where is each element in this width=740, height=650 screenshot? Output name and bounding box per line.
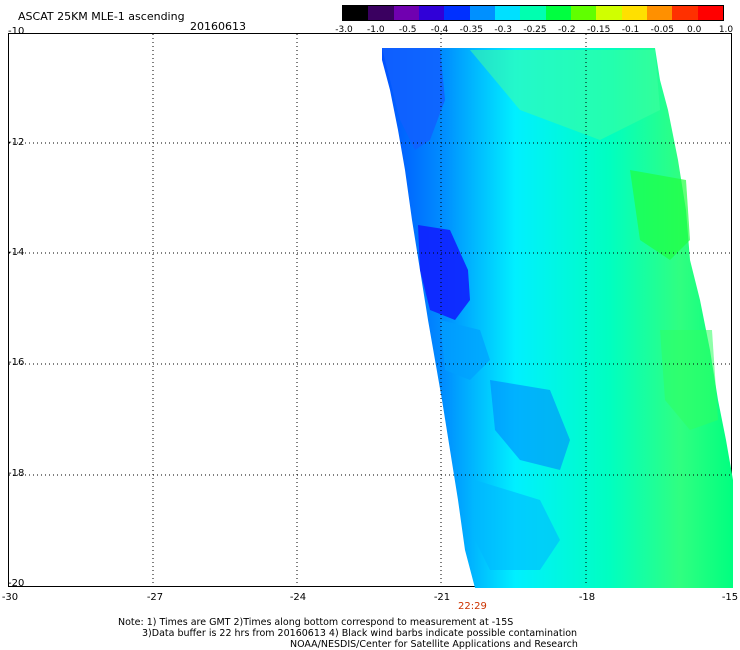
map-date: 20160613 bbox=[190, 20, 246, 33]
swath-patch-west-1 bbox=[382, 48, 445, 150]
swath-patch-north-green bbox=[470, 50, 660, 140]
lon-label-21: -21 bbox=[433, 592, 451, 603]
lat-label-14: -14 bbox=[8, 247, 25, 258]
lat-label-12: -12 bbox=[8, 137, 25, 148]
colorbar-segment bbox=[368, 6, 394, 20]
swath-patch-west-2 bbox=[418, 225, 470, 320]
colorbar-segment bbox=[418, 6, 445, 20]
colorbar-tick-label: 0.0 bbox=[686, 25, 702, 35]
swath-base bbox=[382, 48, 733, 588]
lon-label-30: -30 bbox=[1, 592, 19, 603]
colorbar-tick-label: -0.25 bbox=[523, 25, 547, 35]
colorbar-segment bbox=[545, 6, 571, 20]
note-line-3: NOAA/NESDIS/Center for Satellite Applica… bbox=[290, 639, 578, 650]
colorbar-segment bbox=[672, 6, 698, 20]
swath-patch-central bbox=[490, 380, 570, 470]
colorbar-segment bbox=[646, 6, 673, 20]
colorbar-tick-label: -0.35 bbox=[459, 25, 483, 35]
colorbar bbox=[342, 5, 724, 21]
colorbar-segment bbox=[697, 6, 723, 20]
colorbar-tick-label: -3.0 bbox=[335, 25, 353, 35]
colorbar-tick-label: -0.5 bbox=[398, 25, 417, 35]
colorbar-tick-label: -0.4 bbox=[430, 25, 449, 35]
map-plot-frame bbox=[8, 33, 732, 587]
colorbar-segment bbox=[444, 6, 470, 20]
colorbar-tick-label: -0.1 bbox=[621, 25, 640, 35]
colorbar-tick-label: -0.2 bbox=[558, 25, 576, 35]
lat-label-10: -10 bbox=[8, 26, 25, 37]
swath-patch-west-3 bbox=[440, 320, 490, 380]
swath-time-label: 22:29 bbox=[458, 601, 487, 612]
colorbar-segment bbox=[393, 6, 419, 20]
lat-label-16: -16 bbox=[8, 357, 25, 368]
graticule bbox=[9, 34, 731, 586]
lon-label-24: -24 bbox=[289, 592, 307, 603]
lat-label-18: -18 bbox=[8, 468, 25, 479]
colorbar-segment bbox=[621, 6, 647, 20]
note-line-1: Note: 1) Times are GMT 2)Times along bot… bbox=[118, 617, 514, 628]
colorbar-segment bbox=[570, 6, 597, 20]
colorbar-labels: -3.0 -1.0 -0.5 -0.4 -0.35 -0.3 -0.25 -0.2 -0.15-… bbox=[330, 25, 740, 37]
lon-label-18: -18 bbox=[578, 592, 596, 603]
lat-label-20: -20 bbox=[8, 578, 25, 589]
colorbar-segment bbox=[343, 6, 369, 20]
colorbar-segment bbox=[596, 6, 622, 20]
lon-label-27: -27 bbox=[146, 592, 164, 603]
colorbar-tick-label: -1.0 bbox=[367, 25, 385, 35]
colorbar-segment bbox=[494, 6, 521, 20]
swath-patch-south bbox=[475, 480, 560, 570]
colorbar-tick-label: 1.0 bbox=[718, 25, 734, 35]
note-line-2: 3)Data buffer is 22 hrs from 20160613 4)… bbox=[142, 628, 578, 639]
colorbar-tick-label: -0.05 bbox=[650, 25, 674, 35]
colorbar-tick-label: -0.15 bbox=[587, 25, 611, 35]
colorbar-tick-label: -0.3 bbox=[494, 25, 512, 35]
lon-label-15: -15 bbox=[721, 592, 739, 603]
colorbar-segment bbox=[520, 6, 546, 20]
swath-patch-east-green bbox=[630, 170, 690, 260]
colorbar-segment bbox=[469, 6, 495, 20]
map-title: ASCAT 25KM MLE-1 ascending bbox=[18, 10, 185, 23]
swath-patch-east-green-2 bbox=[660, 330, 718, 430]
